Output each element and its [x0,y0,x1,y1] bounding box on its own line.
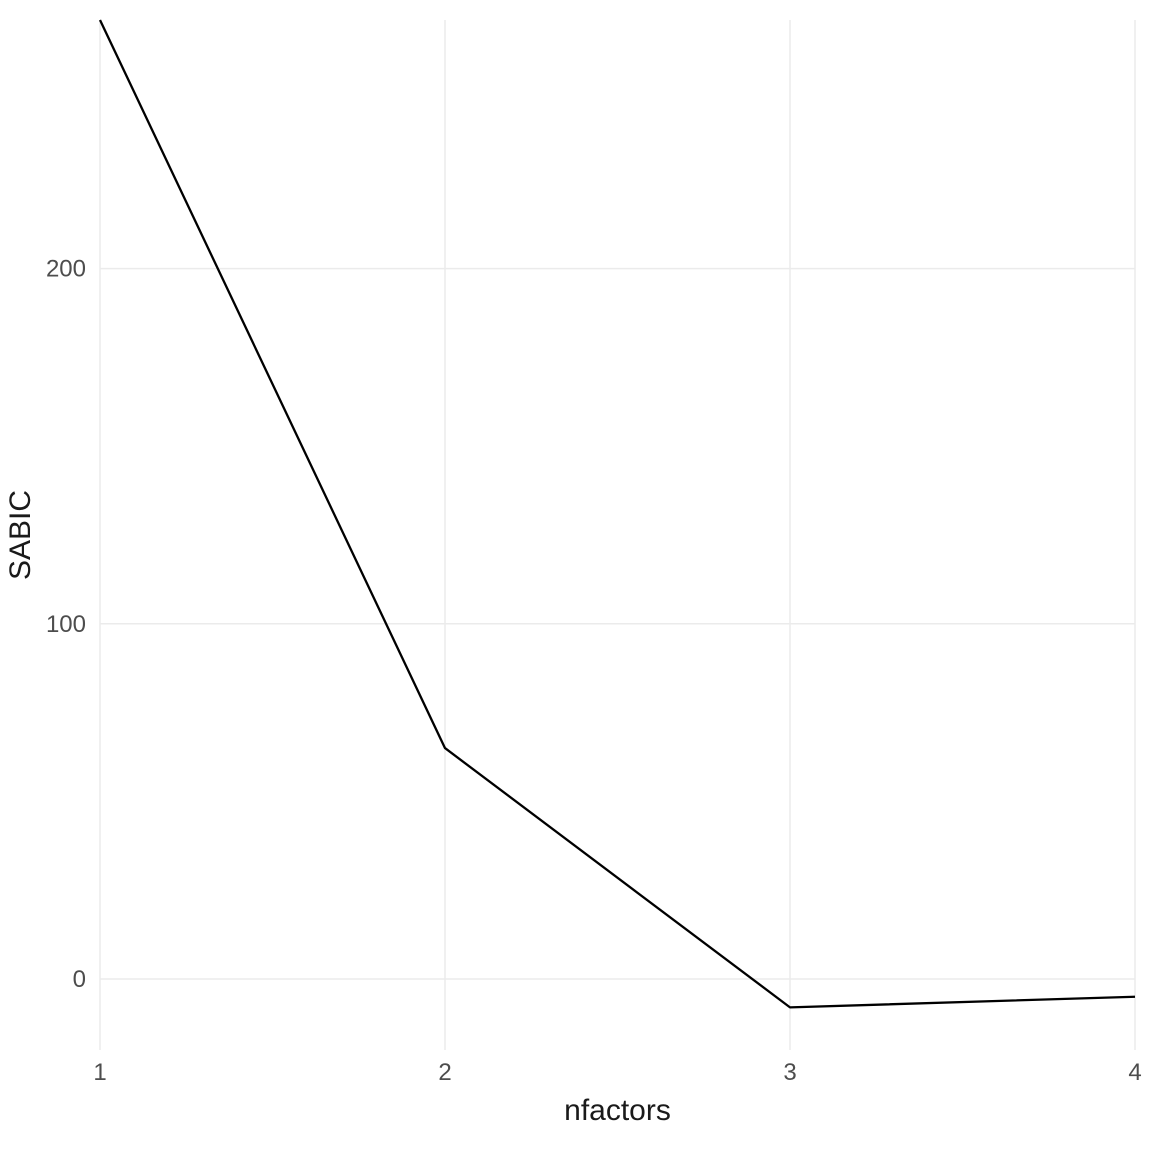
y-tick-label: 200 [46,256,86,283]
x-tick-label: 3 [783,1059,796,1086]
y-axis-label: SABIC [4,490,37,580]
x-tick-label: 1 [93,1059,106,1086]
x-tick-label: 2 [438,1059,451,1086]
chart-container: { "chart": { "type": "line", "width": 11… [0,0,1152,1152]
y-tick-label: 0 [73,966,86,993]
line-chart: 1 2 3 4 0 100 200 nfactors SABIC [0,0,1152,1152]
x-tick-label: 4 [1128,1059,1141,1086]
panel-bg [100,20,1135,1050]
x-axis-label: nfactors [564,1094,671,1127]
y-tick-label: 100 [46,611,86,638]
